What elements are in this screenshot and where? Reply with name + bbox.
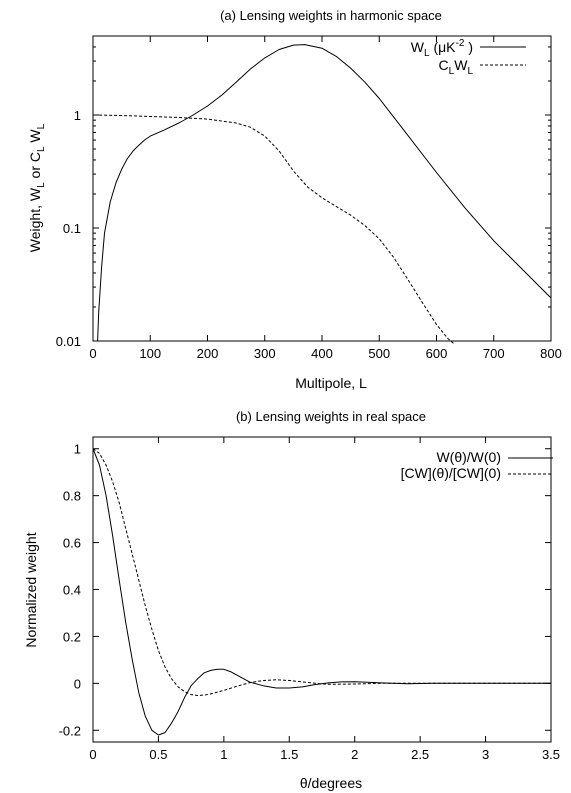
chart-a-x-tick-label: 0 (89, 346, 96, 361)
chart-a-y-axis-label: Weight, WL or CL WL (27, 123, 47, 252)
chart-b-x-tick-label: 0.5 (149, 747, 167, 762)
chart-a-ticks: 0 100 200 300 400 500 600 700 800 0.01 0.1 1 (56, 35, 562, 361)
chart-b-y-tick-label: 0.4 (63, 583, 81, 598)
chart-a-title: (a) Lensing weights in harmonic space (220, 8, 442, 23)
chart-a-x-tick-label: 700 (483, 346, 505, 361)
ylabel-sub: L (36, 182, 47, 188)
panel-real-space: (b) Lensing weights in real space 0 0.5 1 1… (23, 409, 560, 791)
chart-b-y-tick-label: 0.6 (63, 536, 81, 551)
chart-a-y-tick-label: 0.1 (63, 221, 81, 236)
ylabel-sub: L (36, 146, 47, 152)
chart-b-y-tick-label: 0.2 (63, 629, 81, 644)
chart-b-x-tick-label: 3 (482, 747, 489, 762)
chart-b-title: (b) Lensing weights in real space (236, 409, 426, 424)
chart-b-x-tick-label: 0 (89, 747, 96, 762)
chart-b-x-tick-label: 1.5 (280, 747, 298, 762)
chart-b-x-tick-label: 1 (220, 747, 227, 762)
chart-b-series-line-0 (92, 448, 551, 736)
chart-b-y-axis-label: Normalized weight (23, 532, 39, 647)
chart-a-x-tick-label: 200 (197, 346, 219, 361)
ylabel-sub: L (36, 123, 47, 129)
chart-b-series-line-1 (92, 448, 551, 696)
legend-entry-cw-theta: [CW](θ)/[CW](0) (401, 465, 501, 481)
ylabel-part: or C (27, 152, 43, 182)
chart-a-x-axis-label: Multipole, L (295, 375, 367, 391)
ylabel-part: Weight, W (27, 187, 43, 252)
chart-b-plot-frame (92, 436, 552, 743)
chart-b-x-axis-label: θ/degrees (300, 775, 362, 791)
legend-entry-wl: WL (μK-2 ) (411, 38, 473, 59)
chart-a-series-line-0 (97, 44, 552, 342)
legend-entry-w-theta: W(θ)/W(0) (436, 449, 501, 465)
chart-a-x-tick-label: 600 (426, 346, 448, 361)
chart-a-x-tick-label: 300 (254, 346, 276, 361)
panel-harmonic-space: (a) Lensing weights in harmonic space 0 1… (27, 8, 562, 391)
chart-a-legend: WL (μK-2 ) CLWL (411, 38, 526, 77)
chart-b-legend: W(θ)/W(0) [CW](θ)/[CW](0) (401, 449, 553, 481)
chart-b-ticks: 0 0.5 1 1.5 2 2.5 3 3.5 -0.2 0 0.2 0.4 0.6 0.8 1 (59, 437, 560, 762)
chart-a-y-tick-label: 0.01 (56, 334, 81, 349)
legend-entry-clwl: CLWL (439, 57, 474, 77)
chart-a-x-tick-label: 400 (311, 346, 333, 361)
chart-b-y-tick-label: 1 (74, 442, 81, 457)
chart-a-y-tick-label: 1 (74, 108, 81, 123)
chart-a-series (94, 44, 552, 344)
chart-a-plot-frame (92, 35, 552, 342)
chart-b-x-tick-label: 3.5 (542, 747, 560, 762)
chart-a-x-tick-label: 800 (540, 346, 562, 361)
chart-a-series-line-1 (94, 114, 455, 344)
chart-b-series (92, 448, 551, 736)
chart-b-y-tick-label: 0 (74, 676, 81, 691)
chart-b-x-tick-label: 2.5 (411, 747, 429, 762)
chart-a-x-tick-label: 100 (139, 346, 161, 361)
chart-b-x-tick-label: 2 (351, 747, 358, 762)
chart-b-y-tick-label: 0.8 (63, 489, 81, 504)
chart-b-y-tick-label: -0.2 (59, 723, 81, 738)
ylabel-part: W (27, 129, 43, 147)
chart-a-x-tick-label: 500 (368, 346, 390, 361)
